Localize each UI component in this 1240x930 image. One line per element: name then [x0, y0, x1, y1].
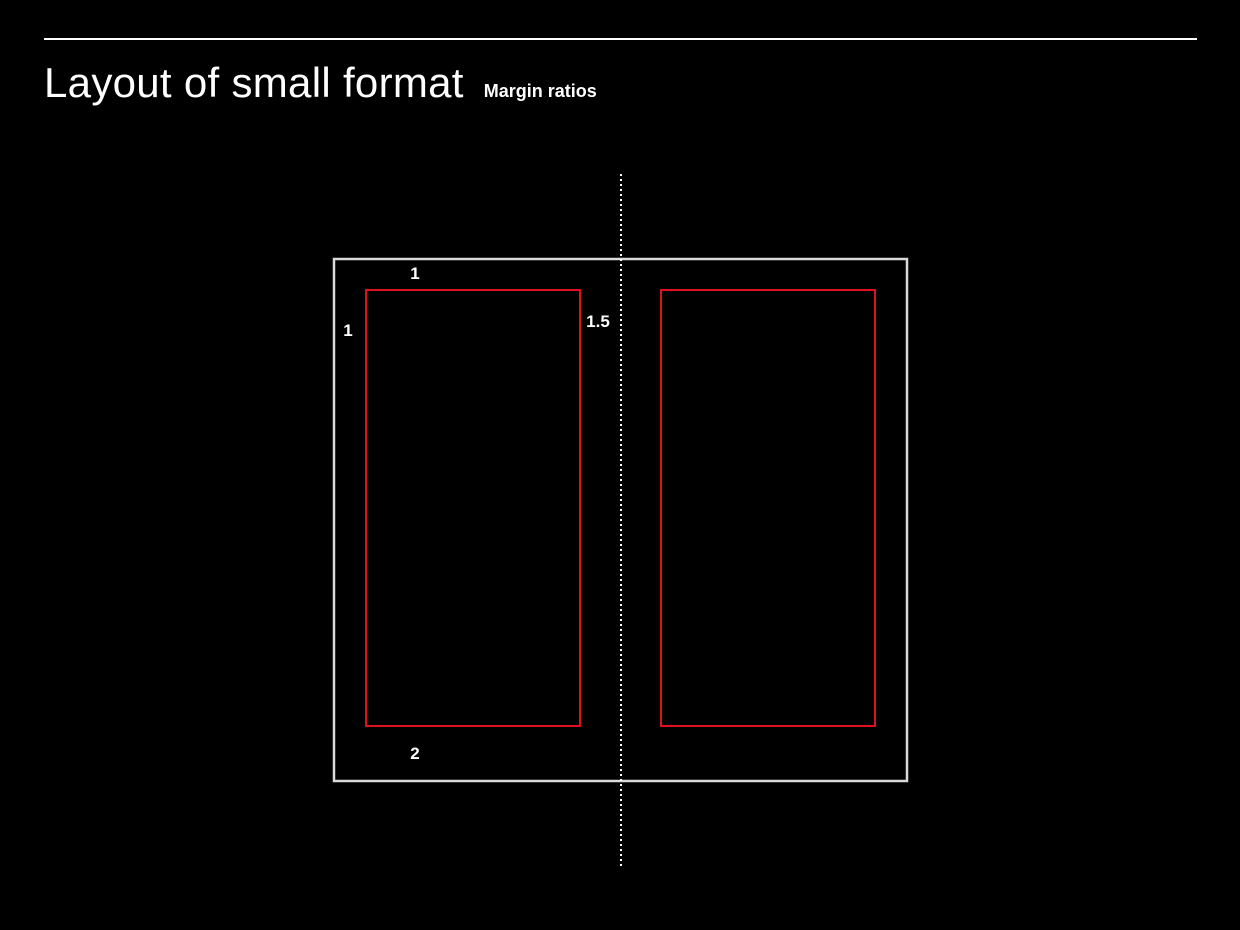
- outer-margin-label: 1: [343, 321, 352, 340]
- bottom-margin-label: 2: [410, 744, 419, 763]
- top-rule: [44, 38, 1197, 40]
- text-block-left: [365, 289, 581, 727]
- inner-margin-label: 1.5: [586, 312, 610, 331]
- page-subtitle: Margin ratios: [483, 81, 597, 101]
- text-block-right: [660, 289, 876, 727]
- header: Layout of small format Margin ratios: [44, 62, 597, 104]
- page-title: Layout of small format: [44, 59, 464, 106]
- top-margin-label: 1: [410, 264, 419, 283]
